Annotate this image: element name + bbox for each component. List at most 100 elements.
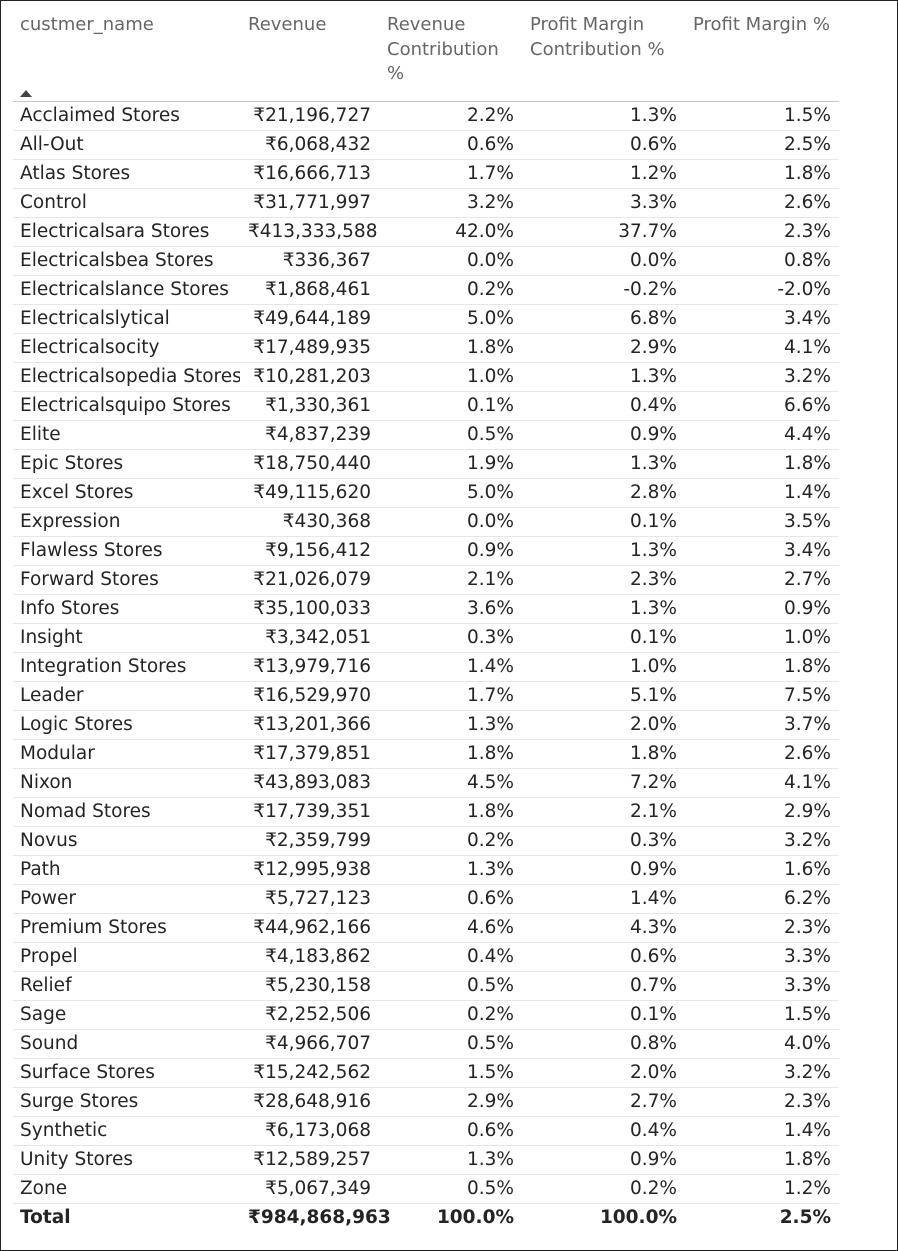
table-row[interactable]: Sage ₹2,252,506 0.2% 0.1% 1.5% — [13, 1000, 839, 1030]
cell-profit-margin-contribution: 0.9% — [522, 420, 685, 450]
table-row[interactable]: Info Stores ₹35,100,033 3.6% 1.3% 0.9% — [13, 594, 839, 624]
cell-profit-margin-contribution: 1.8% — [522, 739, 685, 769]
total-label: Total — [13, 1202, 240, 1233]
table-row[interactable]: Forward Stores ₹21,026,079 2.1% 2.3% 2.7% — [13, 565, 839, 595]
table-row[interactable]: All-Out ₹6,068,432 0.6% 0.6% 2.5% — [13, 130, 839, 160]
cell-revenue: ₹336,367 — [240, 246, 379, 276]
cell-profit-margin: 3.7% — [685, 710, 839, 740]
table-row[interactable]: Relief ₹5,230,158 0.5% 0.7% 3.3% — [13, 971, 839, 1001]
table-row[interactable]: Leader ₹16,529,970 1.7% 5.1% 7.5% — [13, 681, 839, 711]
table-body: Acclaimed Stores ₹21,196,727 2.2% 1.3% 1.5% A… — [13, 101, 839, 1204]
table-row[interactable]: Acclaimed Stores ₹21,196,727 2.2% 1.3% 1.5% — [13, 101, 839, 131]
column-header-revenue-contribution[interactable]: Revenue Contribution % — [379, 9, 522, 102]
table-row[interactable]: Electricalsara Stores ₹413,333,588 42.0% 37… — [13, 217, 839, 247]
table-row[interactable]: Electricalslance Stores ₹1,868,461 0.2% -0.… — [13, 275, 839, 305]
table-row[interactable]: Propel ₹4,183,862 0.4% 0.6% 3.3% — [13, 942, 839, 972]
cell-profit-margin: 3.4% — [685, 536, 839, 566]
cell-revenue: ₹1,330,361 — [240, 391, 379, 421]
cell-revenue: ₹43,893,083 — [240, 768, 379, 798]
cell-customer-name: Control — [13, 188, 240, 218]
cell-customer-name: Electricalslance Stores — [13, 275, 240, 305]
cell-revenue-contribution: 0.5% — [379, 420, 522, 450]
cell-profit-margin: 3.2% — [685, 826, 839, 856]
table-row[interactable]: Novus ₹2,359,799 0.2% 0.3% 3.2% — [13, 826, 839, 856]
cell-customer-name: Atlas Stores — [13, 159, 240, 189]
cell-profit-margin: 4.1% — [685, 333, 839, 363]
cell-revenue: ₹17,379,851 — [240, 739, 379, 769]
cell-revenue: ₹10,281,203 — [240, 362, 379, 392]
table-row[interactable]: Electricalslytical ₹49,644,189 5.0% 6.8% 3.4… — [13, 304, 839, 334]
cell-customer-name: Forward Stores — [13, 565, 240, 595]
cell-profit-margin: 2.3% — [685, 217, 839, 247]
cell-revenue-contribution: 0.2% — [379, 1000, 522, 1030]
cell-customer-name: Electricalsara Stores — [13, 217, 240, 247]
cell-profit-margin: 2.5% — [685, 130, 839, 160]
column-header-revenue[interactable]: Revenue — [240, 9, 379, 102]
table-row[interactable]: Unity Stores ₹12,589,257 1.3% 0.9% 1.8% — [13, 1145, 839, 1175]
column-header-customer-name[interactable]: custmer_name — [13, 9, 240, 102]
cell-profit-margin: 2.3% — [685, 913, 839, 943]
cell-profit-margin: 4.0% — [685, 1029, 839, 1059]
cell-profit-margin: 0.8% — [685, 246, 839, 276]
cell-profit-margin: 4.1% — [685, 768, 839, 798]
cell-revenue: ₹13,979,716 — [240, 652, 379, 682]
column-header-profit-margin[interactable]: Profit Margin % — [685, 9, 839, 102]
table-row[interactable]: Electricalsbea Stores ₹336,367 0.0% 0.0% 0.8… — [13, 246, 839, 276]
table-row[interactable]: Sound ₹4,966,707 0.5% 0.8% 4.0% — [13, 1029, 839, 1059]
table-row[interactable]: Electricalsocity ₹17,489,935 1.8% 2.9% 4.1% — [13, 333, 839, 363]
cell-profit-margin-contribution: 1.0% — [522, 652, 685, 682]
table-row[interactable]: Zone ₹5,067,349 0.5% 0.2% 1.2% — [13, 1174, 839, 1204]
cell-customer-name: Electricalslytical — [13, 304, 240, 334]
table-row[interactable]: Path ₹12,995,938 1.3% 0.9% 1.6% — [13, 855, 839, 885]
table-row[interactable]: Electricalsquipo Stores ₹1,330,361 0.1% 0.4… — [13, 391, 839, 421]
table-row[interactable]: Nomad Stores ₹17,739,351 1.8% 2.1% 2.9% — [13, 797, 839, 827]
cell-revenue: ₹4,183,862 — [240, 942, 379, 972]
table-row[interactable]: Expression ₹430,368 0.0% 0.1% 3.5% — [13, 507, 839, 537]
cell-profit-margin: 2.7% — [685, 565, 839, 595]
cell-revenue-contribution: 0.6% — [379, 1116, 522, 1146]
table-row[interactable]: Logic Stores ₹13,201,366 1.3% 2.0% 3.7% — [13, 710, 839, 740]
column-header-profit-margin-contribution[interactable]: Profit Margin Contribution % — [522, 9, 685, 102]
table-row[interactable]: Epic Stores ₹18,750,440 1.9% 1.3% 1.8% — [13, 449, 839, 479]
cell-revenue-contribution: 5.0% — [379, 478, 522, 508]
cell-customer-name: Acclaimed Stores — [13, 101, 240, 131]
cell-revenue: ₹18,750,440 — [240, 449, 379, 479]
total-row: Total ₹984,868,963 100.0% 100.0% 2.5% — [13, 1202, 839, 1233]
total-revenue-contribution: 100.0% — [379, 1202, 522, 1233]
cell-revenue-contribution: 1.5% — [379, 1058, 522, 1088]
table-row[interactable]: Flawless Stores ₹9,156,412 0.9% 1.3% 3.4% — [13, 536, 839, 566]
table-row[interactable]: Integration Stores ₹13,979,716 1.4% 1.0% 1.8… — [13, 652, 839, 682]
cell-profit-margin-contribution: 4.3% — [522, 913, 685, 943]
cell-revenue: ₹5,067,349 — [240, 1174, 379, 1204]
table-row[interactable]: Electricalsopedia Stores ₹10,281,203 1.0% 1… — [13, 362, 839, 392]
cell-revenue-contribution: 4.6% — [379, 913, 522, 943]
table-row[interactable]: Elite ₹4,837,239 0.5% 0.9% 4.4% — [13, 420, 839, 450]
cell-profit-margin: 3.3% — [685, 942, 839, 972]
cell-profit-margin-contribution: 2.8% — [522, 478, 685, 508]
table-row[interactable]: Insight ₹3,342,051 0.3% 0.1% 1.0% — [13, 623, 839, 653]
table-row[interactable]: Atlas Stores ₹16,666,713 1.7% 1.2% 1.8% — [13, 159, 839, 189]
cell-profit-margin: 4.4% — [685, 420, 839, 450]
cell-profit-margin-contribution: 2.7% — [522, 1087, 685, 1117]
table-row[interactable]: Premium Stores ₹44,962,166 4.6% 4.3% 2.3% — [13, 913, 839, 943]
table-row[interactable]: Surface Stores ₹15,242,562 1.5% 2.0% 3.2% — [13, 1058, 839, 1088]
cell-revenue: ₹31,771,997 — [240, 188, 379, 218]
cell-profit-margin: 1.8% — [685, 159, 839, 189]
cell-profit-margin-contribution: 2.9% — [522, 333, 685, 363]
table-row[interactable]: Nixon ₹43,893,083 4.5% 7.2% 4.1% — [13, 768, 839, 798]
cell-revenue: ₹49,644,189 — [240, 304, 379, 334]
cell-profit-margin-contribution: 0.1% — [522, 507, 685, 537]
table-row[interactable]: Power ₹5,727,123 0.6% 1.4% 6.2% — [13, 884, 839, 914]
table-row[interactable]: Control ₹31,771,997 3.2% 3.3% 2.6% — [13, 188, 839, 218]
sort-ascending-icon[interactable] — [20, 89, 32, 97]
cell-revenue-contribution: 3.2% — [379, 188, 522, 218]
table-row[interactable]: Synthetic ₹6,173,068 0.6% 0.4% 1.4% — [13, 1116, 839, 1146]
table-row[interactable]: Surge Stores ₹28,648,916 2.9% 2.7% 2.3% — [13, 1087, 839, 1117]
cell-profit-margin-contribution: 0.1% — [522, 1000, 685, 1030]
table-row[interactable]: Modular ₹17,379,851 1.8% 1.8% 2.6% — [13, 739, 839, 769]
cell-revenue-contribution: 5.0% — [379, 304, 522, 334]
table-row[interactable]: Excel Stores ₹49,115,620 5.0% 2.8% 1.4% — [13, 478, 839, 508]
cell-revenue: ₹49,115,620 — [240, 478, 379, 508]
cell-profit-margin-contribution: 1.3% — [522, 362, 685, 392]
